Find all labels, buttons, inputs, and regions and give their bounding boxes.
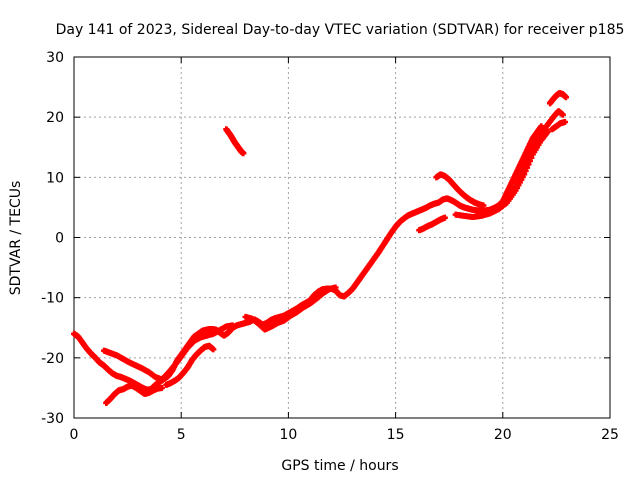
series bbox=[163, 342, 217, 388]
data-point bbox=[563, 94, 570, 101]
data-point bbox=[480, 202, 487, 209]
data-point bbox=[240, 150, 247, 157]
x-tick-label: 10 bbox=[279, 427, 297, 443]
y-tick-label: 0 bbox=[55, 231, 64, 247]
x-tick-label: 20 bbox=[494, 427, 512, 443]
data-point bbox=[210, 346, 217, 353]
x-tick-label: 0 bbox=[70, 427, 79, 443]
data-point bbox=[229, 322, 236, 329]
data-point bbox=[561, 118, 568, 125]
data-points bbox=[71, 90, 570, 406]
chart-title: Day 141 of 2023, Sidereal Day-to-day VTE… bbox=[56, 22, 625, 38]
x-tick-label: 15 bbox=[387, 427, 405, 443]
data-point bbox=[332, 284, 339, 291]
series bbox=[546, 90, 570, 107]
axis-tick-labels: 0 5 10 15 20 25 -30 -20 -10 0 10 20 30 bbox=[41, 50, 619, 443]
y-axis-label: SDTVAR / TECUs bbox=[8, 181, 24, 296]
data-point bbox=[559, 111, 566, 118]
axis-ticks bbox=[73, 56, 611, 419]
y-tick-label: 30 bbox=[46, 50, 64, 66]
y-tick-label: 20 bbox=[46, 110, 64, 126]
x-tick-label: 25 bbox=[601, 427, 619, 443]
series bbox=[103, 382, 165, 406]
y-tick-label: -20 bbox=[41, 351, 64, 367]
series bbox=[416, 214, 448, 234]
series bbox=[549, 118, 568, 133]
y-tick-label: 10 bbox=[46, 170, 64, 186]
data-point bbox=[158, 384, 165, 391]
series bbox=[242, 284, 339, 333]
series bbox=[433, 171, 487, 209]
y-tick-label: -10 bbox=[41, 291, 64, 307]
series bbox=[71, 123, 545, 393]
x-axis-label: GPS time / hours bbox=[281, 458, 398, 474]
data-point bbox=[441, 214, 448, 221]
series bbox=[223, 126, 247, 157]
y-tick-label: -30 bbox=[41, 411, 64, 427]
x-tick-label: 5 bbox=[177, 427, 186, 443]
data-point bbox=[544, 128, 551, 135]
series bbox=[101, 322, 236, 383]
grid bbox=[74, 57, 610, 418]
series bbox=[506, 108, 566, 202]
